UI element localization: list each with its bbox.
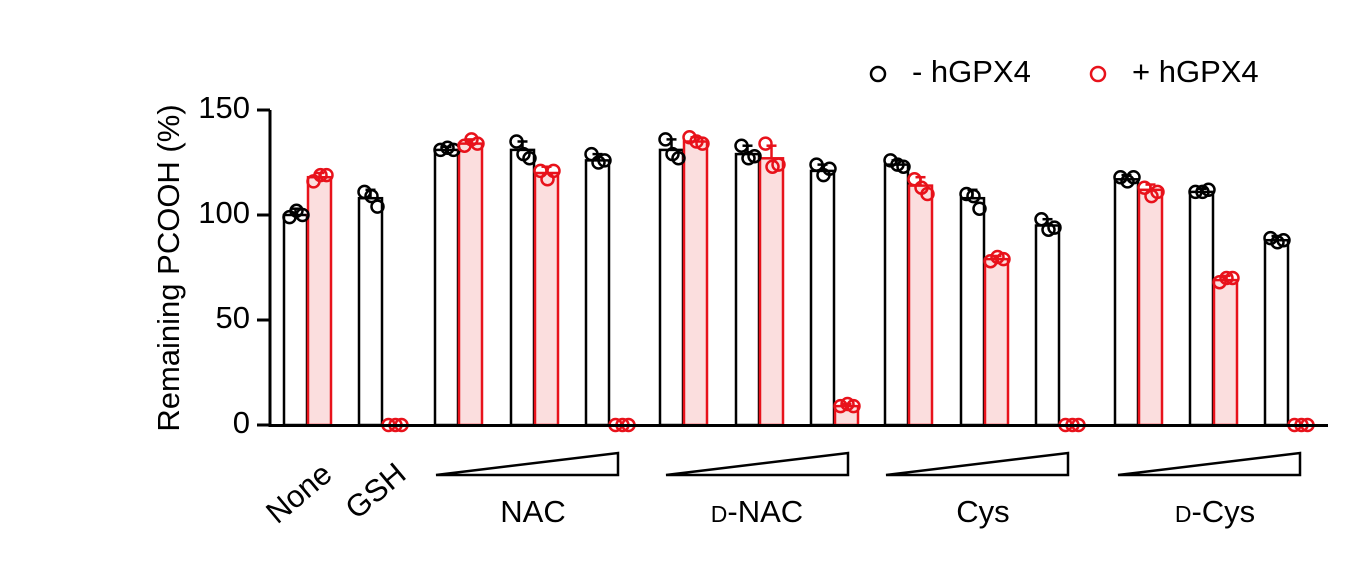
point-nac-3-minus-1 (584, 146, 599, 162)
point-none-minus-3 (295, 207, 310, 223)
bar-nac-3-minus (584, 159, 611, 427)
group-label-prefix-4: D (1175, 501, 1192, 527)
bar-dcys-2-plus (1212, 278, 1239, 427)
point-gsh-minus-3 (370, 199, 385, 214)
point-dcys-2-plus-2 (1219, 270, 1234, 286)
group-label-text-3: Cys (956, 494, 1009, 529)
point-dcys-1-plus-3 (1150, 184, 1165, 200)
point-cys-1-plus-3 (920, 186, 935, 202)
group-label-text-4: -Cys (1191, 494, 1255, 529)
concentration-wedge-1 (435, 451, 620, 477)
y-tick-label-50: 50 (216, 300, 250, 335)
point-cys-3-minus-3 (1047, 220, 1062, 235)
point-dnac-1-minus-1 (658, 132, 673, 147)
concentration-wedge-3 (885, 451, 1070, 477)
group-label-1: NAC (500, 494, 565, 529)
concentration-wedge-4 (1117, 451, 1302, 477)
point-dnac-3-minus-1 (809, 157, 824, 172)
bar-dcys-1-minus (1113, 178, 1140, 427)
point-nac-2-minus-1 (509, 134, 524, 149)
point-nac-2-plus-3 (546, 163, 561, 179)
legend: - hGPX4 + hGPX4 (869, 54, 1259, 89)
bar-none-plus (306, 175, 333, 427)
bar-cys-2-minus (959, 196, 986, 427)
group-label-prefix-2: D (711, 501, 728, 527)
point-cys-2-minus-3 (972, 201, 987, 216)
bar-none-minus (282, 213, 309, 427)
point-gsh-minus-2 (364, 188, 379, 204)
point-dnac-3-minus-3 (822, 161, 837, 177)
concentration-wedge-2 (665, 451, 850, 477)
point-dnac-2-minus-3 (747, 148, 762, 164)
bar-cys-2-plus (983, 257, 1010, 427)
point-dnac-3-plus-3 (846, 398, 861, 414)
group-label-2: D-NAC (711, 494, 803, 529)
point-dcys-1-minus-3 (1126, 169, 1141, 185)
group-label-text-1: NAC (500, 494, 565, 529)
points-layer (282, 130, 1315, 433)
point-dcys-1-plus-1 (1137, 180, 1152, 195)
point-cys-1-plus-1 (907, 172, 922, 187)
point-none-plus-2 (313, 167, 328, 183)
point-dnac-2-plus-3 (771, 157, 786, 172)
point-dcys-2-plus-3 (1225, 270, 1240, 286)
y-ticks: 0 50 100 150 (198, 90, 270, 440)
point-cys-2-minus-1 (959, 186, 974, 202)
bar-dnac-1-plus (682, 140, 709, 427)
bar-dnac-3-minus (809, 169, 836, 427)
legend-label-minus: - hGPX4 (912, 54, 1031, 89)
category-label-gsh: GSH (338, 456, 412, 526)
bar-nac-2-plus (533, 171, 560, 427)
point-dnac-2-minus-1 (734, 138, 749, 153)
point-nac-1-plus-3 (470, 136, 485, 151)
point-cys-2-plus-3 (996, 251, 1011, 267)
category-label-none: None (259, 456, 338, 530)
bar-dnac-2-plus (758, 157, 785, 427)
bar-gsh-minus (357, 196, 384, 427)
legend-marker-plus (1089, 65, 1107, 83)
group-labels: NAC D-NAC Cys D-Cys (500, 494, 1255, 529)
group-label-3: Cys (956, 494, 1009, 529)
bar-dnac-1-minus (658, 148, 685, 427)
category-labels: None GSH (259, 456, 412, 530)
point-nac-3-minus-3 (597, 153, 612, 168)
bar-cys-3-minus (1034, 224, 1061, 427)
y-axis-label: Remaining PCOOH (%) (151, 104, 186, 431)
point-cys-3-minus-1 (1034, 211, 1049, 227)
y-tick-label-100: 100 (198, 195, 250, 230)
point-none-plus-3 (319, 167, 334, 183)
bar-dcys-2-minus (1188, 190, 1215, 427)
bar-cys-1-plus (907, 184, 934, 427)
point-dnac-1-plus-3 (695, 136, 710, 151)
bar-nac-1-minus (433, 148, 460, 427)
point-dnac-2-plus-1 (758, 136, 773, 151)
point-dcys-3-minus-3 (1276, 232, 1291, 248)
concentration-wedges (435, 451, 1302, 477)
point-dcys-2-minus-1 (1188, 184, 1203, 200)
point-cys-1-minus-3 (896, 159, 911, 174)
bar-cys-1-minus (883, 163, 910, 427)
bar-dcys-3-minus (1263, 238, 1290, 427)
point-dnac-1-minus-3 (671, 151, 686, 166)
bar-nac-1-plus (457, 142, 484, 427)
group-label-text-2: -NAC (727, 494, 803, 529)
point-dcys-2-minus-3 (1201, 182, 1216, 198)
y-tick-label-0: 0 (233, 405, 250, 440)
bar-nac-2-minus (509, 148, 536, 427)
legend-label-plus: + hGPX4 (1132, 54, 1259, 89)
legend-marker-minus (869, 65, 887, 83)
y-axis (268, 110, 1328, 427)
bar-dnac-2-minus (734, 152, 761, 427)
point-cys-2-minus-2 (966, 188, 981, 204)
point-nac-2-minus-3 (522, 151, 537, 166)
group-label-4: D-Cys (1175, 494, 1255, 529)
bar-dcys-1-plus (1137, 188, 1164, 427)
y-tick-label-150: 150 (198, 90, 250, 125)
